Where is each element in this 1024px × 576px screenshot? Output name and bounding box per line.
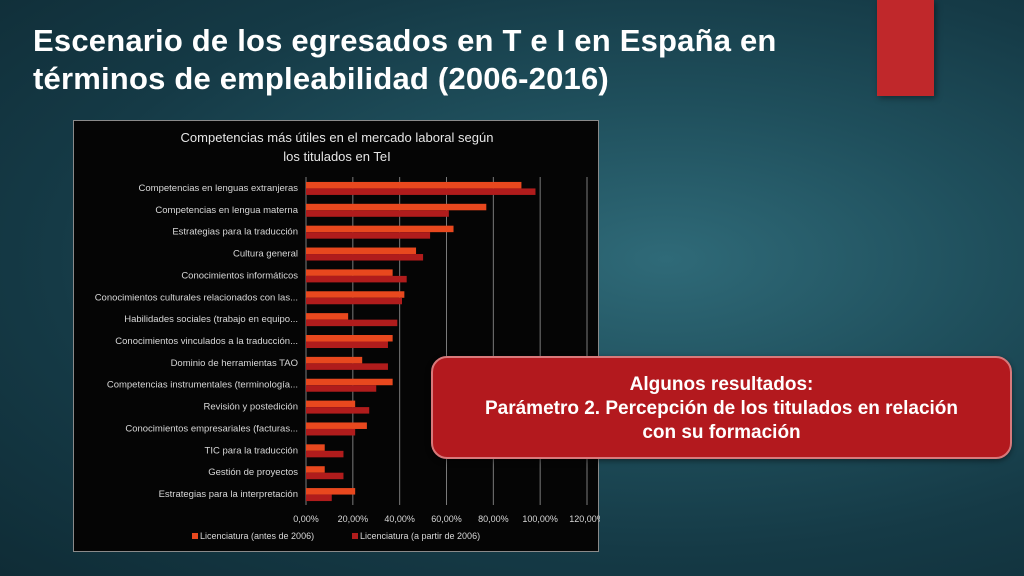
bar-antes-2006	[306, 247, 417, 255]
bar-antes-2006	[306, 422, 367, 429]
category-label: Competencias instrumentales (terminologí…	[107, 380, 298, 391]
callout-line-3: con su formación	[642, 422, 801, 443]
callout-heading: Algunos resultados:	[629, 374, 814, 395]
bar-antes-2006	[306, 269, 393, 276]
x-tick-label: 60,00%	[431, 514, 462, 524]
bar-antes-2006	[306, 225, 454, 233]
bar-antes-2006	[306, 356, 363, 364]
red-accent-tab	[877, 0, 934, 96]
bar-a-partir-2006	[306, 363, 388, 370]
category-label: Cultura general	[233, 249, 298, 260]
results-callout: Algunos resultados: Parámetro 2. Percepc…	[431, 356, 1012, 459]
category-label: Estrategias para la interpretación	[159, 489, 298, 500]
category-label: Habilidades sociales (trabajo en equipo.…	[124, 314, 298, 325]
slide-title-line-1: Escenario de los egresados en T e I en E…	[33, 23, 777, 58]
chart-title-line: Competencias más útiles en el mercado la…	[181, 130, 494, 145]
category-label: Dominio de herramientas TAO	[171, 358, 298, 369]
chart-title-line: los titulados en TeI	[283, 149, 390, 164]
bar-a-partir-2006	[306, 385, 377, 392]
bar-chart: Competencias más útiles en el mercado la…	[73, 120, 600, 552]
x-tick-label: 0,00%	[293, 514, 319, 524]
category-label: Revisión y postedición	[203, 402, 298, 413]
x-tick-label: 40,00%	[384, 514, 415, 524]
bar-a-partir-2006	[306, 407, 370, 414]
bar-a-partir-2006	[306, 341, 388, 348]
legend-entry: Licenciatura (a partir de 2006)	[360, 531, 480, 541]
bar-antes-2006	[306, 335, 393, 342]
x-tick-label: 80,00%	[478, 514, 509, 524]
bar-antes-2006	[306, 466, 325, 473]
legend-swatch	[352, 533, 358, 539]
bar-antes-2006	[306, 444, 325, 451]
x-tick-label: 20,00%	[338, 514, 369, 524]
bar-a-partir-2006	[306, 428, 356, 436]
bar-chart-svg: Competencias más útiles en el mercado la…	[95, 130, 600, 541]
bar-a-partir-2006	[306, 472, 344, 480]
category-label: Conocimientos informáticos	[181, 270, 298, 281]
category-label: Competencias en lenguas extranjeras	[139, 183, 299, 194]
bar-a-partir-2006	[306, 188, 536, 195]
category-label: Competencias en lengua materna	[155, 205, 298, 216]
category-label: Conocimientos empresariales (facturas...	[125, 423, 298, 434]
category-label: Estrategias para la traducción	[172, 227, 298, 238]
bar-a-partir-2006	[306, 450, 344, 458]
bar-antes-2006	[306, 291, 405, 298]
category-label: Gestión de proyectos	[208, 467, 298, 478]
bar-antes-2006	[306, 203, 487, 211]
slide-title-line-2: términos de empleabilidad (2006-2016)	[33, 61, 609, 96]
bar-a-partir-2006	[306, 254, 424, 261]
slide-title: Escenario de los egresados en T e I en E…	[33, 22, 873, 98]
bar-antes-2006	[306, 313, 349, 320]
x-tick-label: 100,00%	[522, 514, 558, 524]
bar-a-partir-2006	[306, 319, 398, 327]
x-tick-label: 120,00%	[569, 514, 600, 524]
bar-antes-2006	[306, 378, 393, 386]
callout-line-2: Parámetro 2. Percepción de los titulados…	[484, 398, 959, 419]
bar-a-partir-2006	[306, 275, 407, 283]
legend-entry: Licenciatura (antes de 2006)	[200, 531, 314, 541]
bar-a-partir-2006	[306, 494, 332, 502]
category-label: Conocimientos vinculados a la traducción…	[115, 336, 298, 347]
bar-antes-2006	[306, 488, 356, 495]
bar-antes-2006	[306, 400, 356, 408]
category-label: Conocimientos culturales relacionados co…	[95, 292, 298, 303]
bar-a-partir-2006	[306, 232, 431, 239]
bar-a-partir-2006	[306, 210, 449, 217]
bar-a-partir-2006	[306, 297, 403, 305]
bar-antes-2006	[306, 181, 522, 189]
category-label: TIC para la traducción	[205, 445, 298, 456]
legend-swatch	[192, 533, 198, 539]
